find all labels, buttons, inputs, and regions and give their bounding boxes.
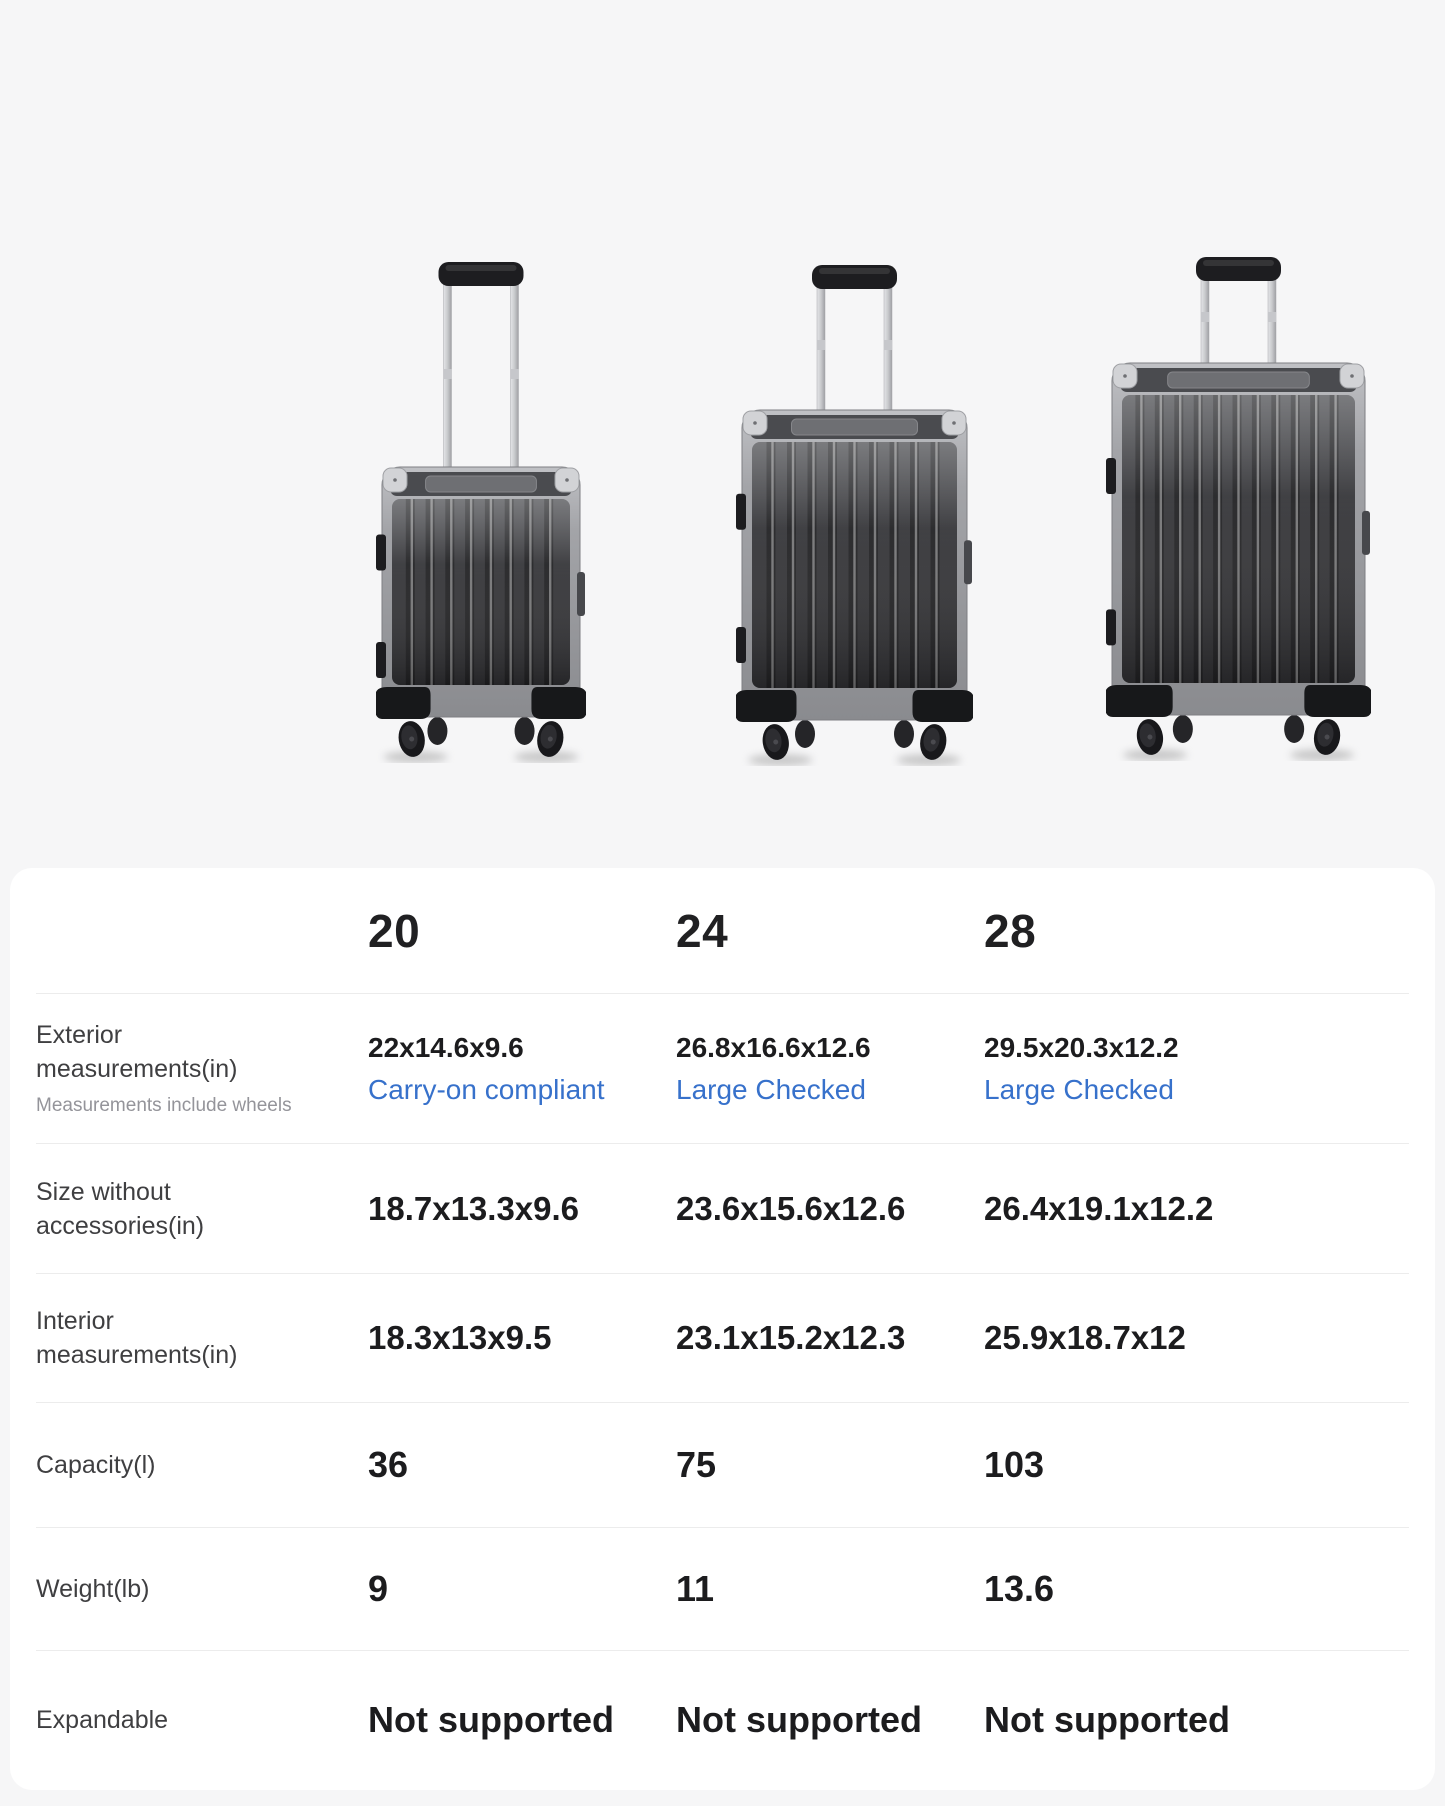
exterior-value-20: 22x14.6x9.6 (368, 1031, 524, 1063)
row-sublabel-exterior: Measurements include wheels (36, 1095, 292, 1117)
exterior-value-24: 26.8x16.6x12.6 (676, 1031, 871, 1063)
size-column-header-20: 20 (368, 904, 421, 957)
hero-section (0, 0, 1445, 868)
table-row-weight: Weight(lb) 9 11 13.6 (36, 1527, 1409, 1650)
carry-on-compliant-link[interactable]: Carry-on compliant (368, 1074, 605, 1106)
large-checked-link-28[interactable]: Large Checked (984, 1074, 1174, 1106)
suitcase-20-image (375, 262, 587, 768)
exterior-cell-24: 26.8x16.6x12.6 Large Checked (676, 1031, 984, 1107)
suitcase-28-image (1105, 257, 1372, 766)
table-row-expandable: Expandable Not supported Not supported N… (36, 1650, 1409, 1788)
size-header-row: 20 24 28 (36, 868, 1409, 993)
large-checked-link-24[interactable]: Large Checked (676, 1074, 866, 1106)
table-row-interior-measurements: Interior measurements(in) 18.3x13x9.5 23… (36, 1273, 1409, 1402)
row-label-capacity: Capacity(l) (36, 1451, 156, 1479)
interior-value-20: 18.3x13x9.5 (368, 1319, 552, 1356)
suitcase-24-image (735, 265, 974, 771)
interior-value-24: 23.1x15.2x12.3 (676, 1319, 906, 1356)
size-without-accessories-value-24: 23.6x15.6x12.6 (676, 1189, 906, 1227)
row-label-weight: Weight(lb) (36, 1575, 150, 1603)
row-label-exterior: Exterior measurements(in) Measurements i… (36, 1018, 368, 1119)
row-label-size-without-accessories: Size without accessories(in) (36, 1177, 205, 1240)
capacity-value-28: 103 (984, 1444, 1045, 1485)
row-label-interior: Interior measurements(in) (36, 1307, 238, 1369)
weight-value-24: 11 (676, 1568, 715, 1609)
exterior-cell-20: 22x14.6x9.6 Carry-on compliant (368, 1031, 676, 1107)
row-label-expandable: Expandable (36, 1705, 169, 1734)
table-row-capacity: Capacity(l) 36 75 103 (36, 1402, 1409, 1527)
exterior-cell-28: 29.5x20.3x12.2 Large Checked (984, 1031, 1409, 1107)
interior-value-28: 25.9x18.7x12 (984, 1319, 1186, 1356)
comparison-card: 20 24 28 Exterior measurements(in) Measu… (10, 868, 1435, 1790)
size-column-header-24: 24 (676, 904, 729, 957)
size-column-header-28: 28 (984, 904, 1037, 957)
capacity-value-20: 36 (368, 1444, 409, 1485)
table-row-exterior-measurements: Exterior measurements(in) Measurements i… (36, 993, 1409, 1143)
table-row-size-without-accessories: Size without accessories(in) 18.7x13.3x9… (36, 1143, 1409, 1273)
capacity-value-24: 75 (676, 1444, 717, 1485)
expandable-value-20: Not supported (368, 1698, 614, 1740)
weight-value-20: 9 (368, 1568, 389, 1609)
size-without-accessories-value-20: 18.7x13.3x9.6 (368, 1189, 580, 1227)
size-without-accessories-value-28: 26.4x19.1x12.2 (984, 1189, 1214, 1227)
expandable-value-24: Not supported (676, 1698, 922, 1740)
exterior-value-28: 29.5x20.3x12.2 (984, 1031, 1179, 1063)
weight-value-28: 13.6 (984, 1568, 1055, 1609)
expandable-value-28: Not supported (984, 1698, 1230, 1740)
